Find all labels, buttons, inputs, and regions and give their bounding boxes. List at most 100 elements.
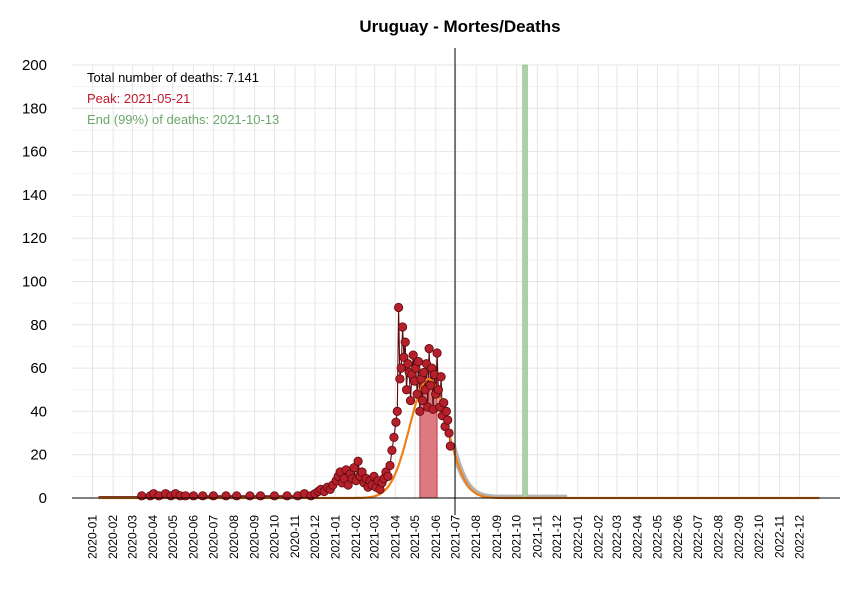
x-tick-label: 2020-05: [166, 515, 180, 559]
observed-point: [432, 348, 442, 358]
observed-point: [419, 367, 429, 378]
observed-point: [137, 491, 147, 501]
observed-point: [353, 456, 363, 466]
end-annotation: End (99%) of deaths: 2021-10-13: [87, 112, 279, 127]
observed-point: [395, 374, 405, 384]
observed-point: [401, 385, 412, 395]
y-axis-ticks: 0 20 40 60 80 100 120 140 160 180 200: [22, 57, 47, 507]
observed-point: [439, 398, 449, 408]
y-tick-label: 60: [30, 360, 47, 377]
model-curve: [98, 377, 820, 500]
observed-point: [385, 460, 395, 471]
x-tick-label: 2020-07: [206, 515, 220, 559]
observed-point: [383, 471, 393, 481]
x-tick-label: 2020-11: [288, 515, 302, 558]
x-tick-label: 2020-06: [186, 515, 200, 559]
observed-points: [137, 302, 455, 501]
y-tick-label: 140: [22, 187, 47, 204]
x-tick-label: 2021-06: [429, 515, 443, 559]
y-tick-label: 180: [22, 100, 47, 117]
x-tick-label: 2022-08: [712, 515, 726, 559]
x-tick-label: 2022-06: [671, 515, 685, 559]
observed-point: [396, 363, 406, 373]
x-tick-label: 2021-07: [449, 515, 463, 559]
x-tick-label: 2022-09: [732, 515, 746, 559]
x-tick-label: 2020-02: [106, 515, 120, 559]
observed-point: [391, 417, 401, 427]
observed-point: [221, 491, 231, 501]
observed-point: [417, 395, 428, 406]
y-tick-label: 40: [30, 403, 47, 420]
observed-point: [424, 344, 434, 354]
observed-point: [405, 395, 416, 406]
x-tick-label: 2021-11: [530, 515, 544, 558]
x-tick-label: 2020-04: [146, 515, 160, 559]
x-tick-label: 2020-01: [86, 515, 100, 559]
observed-point: [415, 406, 425, 416]
grid: [72, 64, 840, 499]
y-tick-label: 160: [22, 144, 47, 161]
x-tick-label: 2021-01: [329, 515, 343, 559]
observed-point: [443, 415, 453, 425]
x-tick-label: 2022-05: [650, 515, 664, 559]
x-tick-label: 2022-07: [691, 515, 705, 559]
y-tick-label: 0: [39, 490, 47, 507]
x-tick-label: 2022-03: [610, 515, 624, 559]
end-band: [522, 64, 528, 499]
x-tick-label: 2021-03: [368, 515, 382, 559]
x-tick-label: 2021-09: [490, 515, 504, 559]
observed-point: [408, 350, 418, 360]
observed-point: [232, 491, 242, 501]
observed-point: [444, 428, 454, 438]
x-tick-label: 2022-02: [591, 515, 605, 559]
observed-point: [188, 491, 199, 501]
observed-point: [393, 302, 404, 313]
observed-point: [269, 491, 280, 501]
x-tick-label: 2022-01: [571, 515, 585, 559]
observed-point: [436, 372, 446, 382]
y-tick-label: 200: [22, 57, 47, 74]
x-tick-label: 2021-08: [469, 515, 483, 559]
observed-point: [389, 432, 399, 442]
x-tick-label: 2020-10: [267, 515, 281, 559]
observed-point: [180, 491, 191, 501]
x-tick-label: 2020-08: [227, 515, 241, 559]
y-tick-label: 120: [22, 230, 47, 247]
observed-point: [400, 337, 410, 347]
x-tick-label: 2022-04: [631, 515, 645, 559]
observed-point: [245, 491, 255, 501]
x-axis-ticks: 2020-01 2020-02 2020-03 2020-04 2020-05 2020-…: [86, 515, 807, 559]
observed-point: [282, 491, 292, 501]
observed-point: [198, 491, 208, 501]
x-tick-label: 2021-02: [349, 515, 363, 559]
observed-point: [403, 359, 413, 369]
observed-point: [392, 406, 402, 416]
x-tick-label: 2022-10: [752, 515, 766, 559]
x-tick-label: 2020-12: [308, 515, 322, 559]
observed-point: [425, 380, 436, 391]
x-tick-label: 2020-09: [248, 515, 262, 559]
observed-point: [441, 406, 451, 416]
observed-point: [412, 389, 422, 399]
x-tick-label: 2022-11: [773, 515, 787, 558]
axes: [72, 48, 840, 515]
chart-title: Uruguay - Mortes/Deaths: [359, 17, 560, 36]
x-tick-label: 2021-10: [510, 515, 524, 559]
observed-point: [397, 322, 408, 332]
observed-series-line: [141, 307, 451, 497]
total-deaths-annotation: Total number of deaths: 7.141: [87, 70, 259, 85]
observed-point: [208, 491, 218, 501]
y-tick-label: 20: [30, 447, 47, 464]
observed-point: [445, 441, 455, 451]
x-tick-label: 2021-04: [388, 515, 402, 559]
observed-point: [255, 491, 266, 501]
observed-point: [387, 445, 397, 455]
y-tick-label: 80: [30, 317, 47, 334]
y-tick-label: 100: [22, 274, 47, 291]
observed-point: [433, 385, 444, 395]
x-tick-label: 2022-12: [793, 515, 807, 559]
x-tick-label: 2021-12: [550, 515, 564, 559]
peak-annotation: Peak: 2021-05-21: [87, 91, 190, 106]
observed-point: [413, 357, 424, 367]
